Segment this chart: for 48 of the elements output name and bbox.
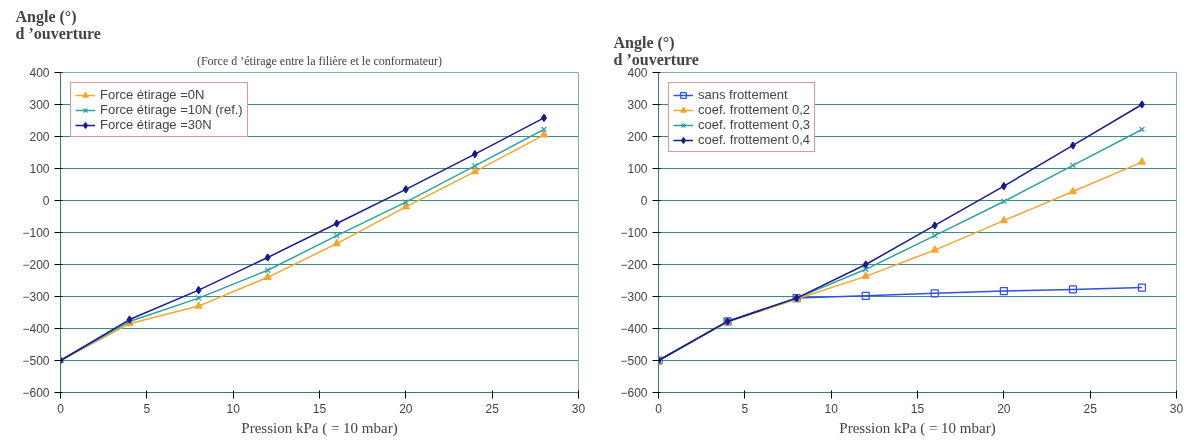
y-tick-label: 0 — [640, 194, 648, 208]
y-tick-label: −600 — [22, 386, 50, 400]
y-tick-label: −500 — [620, 354, 648, 368]
y-tick-label: 400 — [29, 66, 50, 80]
legend-label: Force étirage =30N — [100, 117, 212, 132]
x-tick-label: 0 — [655, 401, 663, 416]
legend-label: Force étirage =10N (ref.) — [100, 102, 243, 117]
y-tick-label: 0 — [42, 194, 50, 208]
x-axis-title: Pression kPa ( = 10 mbar) — [839, 419, 996, 437]
legend-label: coef. frottement 0,2 — [698, 102, 811, 117]
legend-label: coef. frottement 0,3 — [698, 117, 811, 132]
x-tick-label: 10 — [824, 401, 839, 416]
y-tick-label: −100 — [620, 226, 648, 240]
y-tick-label: 300 — [627, 98, 648, 112]
y-tick-label: −200 — [22, 258, 50, 272]
x-tick-label: 0 — [57, 401, 65, 416]
y-axis-title: Angle (°) d ’ouverture — [613, 33, 699, 68]
x-axis-title: Pression kPa ( = 10 mbar) — [241, 419, 398, 437]
x-tick-label: 15 — [312, 401, 327, 416]
y-tick-label: −600 — [620, 386, 648, 400]
y-tick-label: −300 — [620, 290, 648, 304]
legend-label: coef. frottement 0,4 — [698, 132, 811, 147]
y-tick-label: 100 — [29, 162, 50, 176]
x-tick-label: 5 — [741, 401, 749, 416]
x-tick-label: 20 — [997, 401, 1011, 416]
x-tick-label: 10 — [226, 401, 241, 416]
x-tick-label: 5 — [143, 401, 151, 416]
y-tick-label: 400 — [627, 66, 648, 80]
x-tick-label: 20 — [399, 401, 413, 416]
y-tick-label: −200 — [620, 258, 648, 272]
y-tick-label: 200 — [627, 130, 648, 144]
x-tick-label: 30 — [571, 401, 586, 416]
x-tick-label: 25 — [485, 401, 500, 416]
y-tick-label: −400 — [22, 322, 50, 336]
y-tick-label: −300 — [22, 290, 50, 304]
legend-label: Force étirage =0N — [100, 87, 205, 102]
x-tick-label: 15 — [910, 401, 925, 416]
x-tick-label: 30 — [1169, 401, 1184, 416]
legend-label: sans frottement — [698, 87, 788, 102]
y-axis-title: Angle (°) d ’ouverture — [15, 7, 101, 42]
y-tick-label: −100 — [22, 226, 50, 240]
y-tick-label: 200 — [29, 130, 50, 144]
y-tick-label: 300 — [29, 98, 50, 112]
y-tick-label: 100 — [627, 162, 648, 176]
y-tick-label: −500 — [22, 354, 50, 368]
y-tick-label: −400 — [620, 322, 648, 336]
chart-title: (Force d ’étirage entre la filière et le conformateur) — [196, 53, 443, 68]
x-tick-label: 25 — [1083, 401, 1098, 416]
